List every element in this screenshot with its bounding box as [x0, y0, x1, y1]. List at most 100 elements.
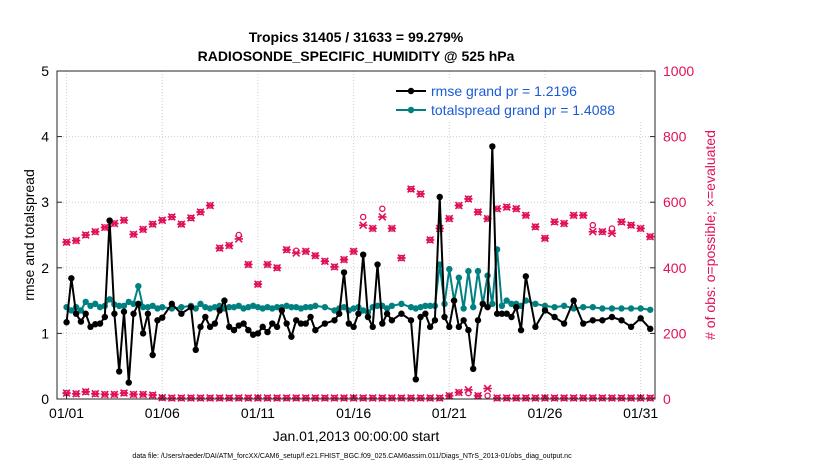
obs-evaluated-point	[272, 263, 282, 272]
obs-evaluated-point	[406, 394, 416, 402]
rmse-point	[374, 261, 381, 268]
obs-evaluated-point	[473, 391, 483, 400]
spread-point	[139, 303, 147, 311]
rmse-point	[254, 330, 262, 337]
obs-evaluated-point	[91, 227, 100, 236]
rmse-point	[178, 310, 185, 317]
obs-evaluated-point	[167, 394, 177, 402]
spread-point	[115, 302, 123, 310]
obs-evaluated-point	[636, 224, 645, 233]
y2-tick-label: 1000	[663, 63, 694, 79]
obs-evaluated-point	[81, 387, 90, 396]
spread-point	[426, 302, 434, 310]
obs-evaluated-point	[205, 394, 215, 402]
obs-possible-point	[484, 392, 491, 399]
obs-evaluated-point	[607, 394, 617, 402]
spread-point	[312, 302, 319, 310]
rmse-point	[264, 328, 271, 336]
rmse-point	[139, 330, 147, 337]
spread-point	[178, 303, 185, 311]
rmse-point	[412, 376, 419, 383]
spread-point	[589, 303, 597, 311]
spread-point	[465, 267, 472, 275]
obs-evaluated-point	[435, 394, 444, 402]
obs-evaluated-point	[531, 394, 540, 402]
rmse-point	[336, 310, 343, 317]
obs-evaluated-point	[559, 219, 569, 228]
chart-title: Tropics 31405 / 31633 = 99.279%	[249, 29, 464, 45]
obs-evaluated-point	[138, 390, 148, 399]
rmse-point	[532, 323, 539, 331]
spread-point	[398, 300, 405, 308]
spread-point	[130, 300, 137, 308]
rmse-point	[517, 326, 525, 334]
x-tick-label: 01/16	[336, 405, 371, 421]
rmse-point	[115, 368, 123, 375]
spread-point	[388, 302, 396, 310]
obs-evaluated-point	[62, 238, 71, 247]
legend-rmse-marker	[407, 87, 415, 95]
data-file-footer: data file: /Users/raeder/DAI/ATM_forcXX/…	[132, 453, 572, 460]
spread-point	[68, 307, 75, 314]
spread-point	[331, 307, 338, 314]
obs-evaluated-point	[425, 235, 435, 244]
rmse-point	[206, 323, 214, 331]
spread-point	[87, 302, 94, 310]
rmse-point	[211, 320, 219, 327]
obs-evaluated-point	[225, 394, 234, 402]
obs-evaluated-point	[167, 212, 177, 221]
rmse-point	[417, 313, 424, 321]
legend-box	[390, 78, 648, 122]
spread-point	[92, 300, 99, 308]
y2-axis-label: # of obs: o=possible; ×=evaluated	[702, 130, 718, 340]
obs-evaluated-point	[646, 394, 655, 402]
obs-evaluated-point	[617, 394, 626, 402]
y-tick-label: 0	[41, 391, 49, 407]
spread-point	[120, 302, 128, 310]
rmse-point	[355, 310, 362, 317]
obs-evaluated-point	[378, 212, 387, 221]
rmse-point	[259, 323, 266, 331]
legend-spread-label: totalspread grand pr = 1.4088	[431, 102, 615, 118]
rmse-point	[72, 310, 80, 317]
obs-evaluated-point	[626, 394, 636, 402]
rmse-point	[240, 320, 247, 327]
spread-point	[551, 303, 558, 311]
rmse-point	[149, 351, 156, 359]
spread-point	[455, 274, 463, 281]
rmse-point	[570, 297, 577, 304]
spread-point	[235, 302, 242, 310]
spread-point	[608, 305, 616, 312]
spread-point	[226, 303, 233, 311]
obs-evaluated-point	[292, 394, 301, 402]
obs-evaluated-point	[81, 231, 90, 239]
obs-evaluated-point	[253, 280, 263, 289]
obs-evaluated-point	[349, 247, 358, 256]
obs-evaluated-point	[368, 394, 377, 402]
y-tick-label: 5	[41, 63, 49, 79]
rmse-point	[216, 307, 223, 314]
spread-point	[503, 297, 510, 304]
spread-point	[647, 306, 654, 313]
obs-evaluated-point	[550, 217, 559, 226]
rmse-point	[455, 323, 463, 331]
spread-point	[446, 265, 453, 273]
rmse-point	[513, 303, 520, 311]
obs-evaluated-point	[512, 394, 521, 402]
obs-evaluated-point	[234, 394, 243, 402]
obs-evaluated-point	[177, 394, 186, 402]
obs-evaluated-point	[110, 390, 119, 399]
obs-evaluated-point	[579, 394, 588, 402]
obs-evaluated-point	[483, 384, 492, 393]
rmse-point	[278, 307, 286, 314]
rmse-point	[465, 326, 472, 334]
rmse-point	[135, 300, 142, 308]
obs-evaluated-point	[330, 262, 339, 271]
spread-point	[489, 300, 496, 308]
rmse-point	[398, 310, 405, 317]
y2-tick-label: 800	[663, 129, 687, 145]
rmse-point	[125, 379, 132, 386]
rmse-point	[608, 313, 616, 321]
obs-evaluated-point	[416, 190, 425, 198]
obs-evaluated-point	[244, 394, 253, 402]
